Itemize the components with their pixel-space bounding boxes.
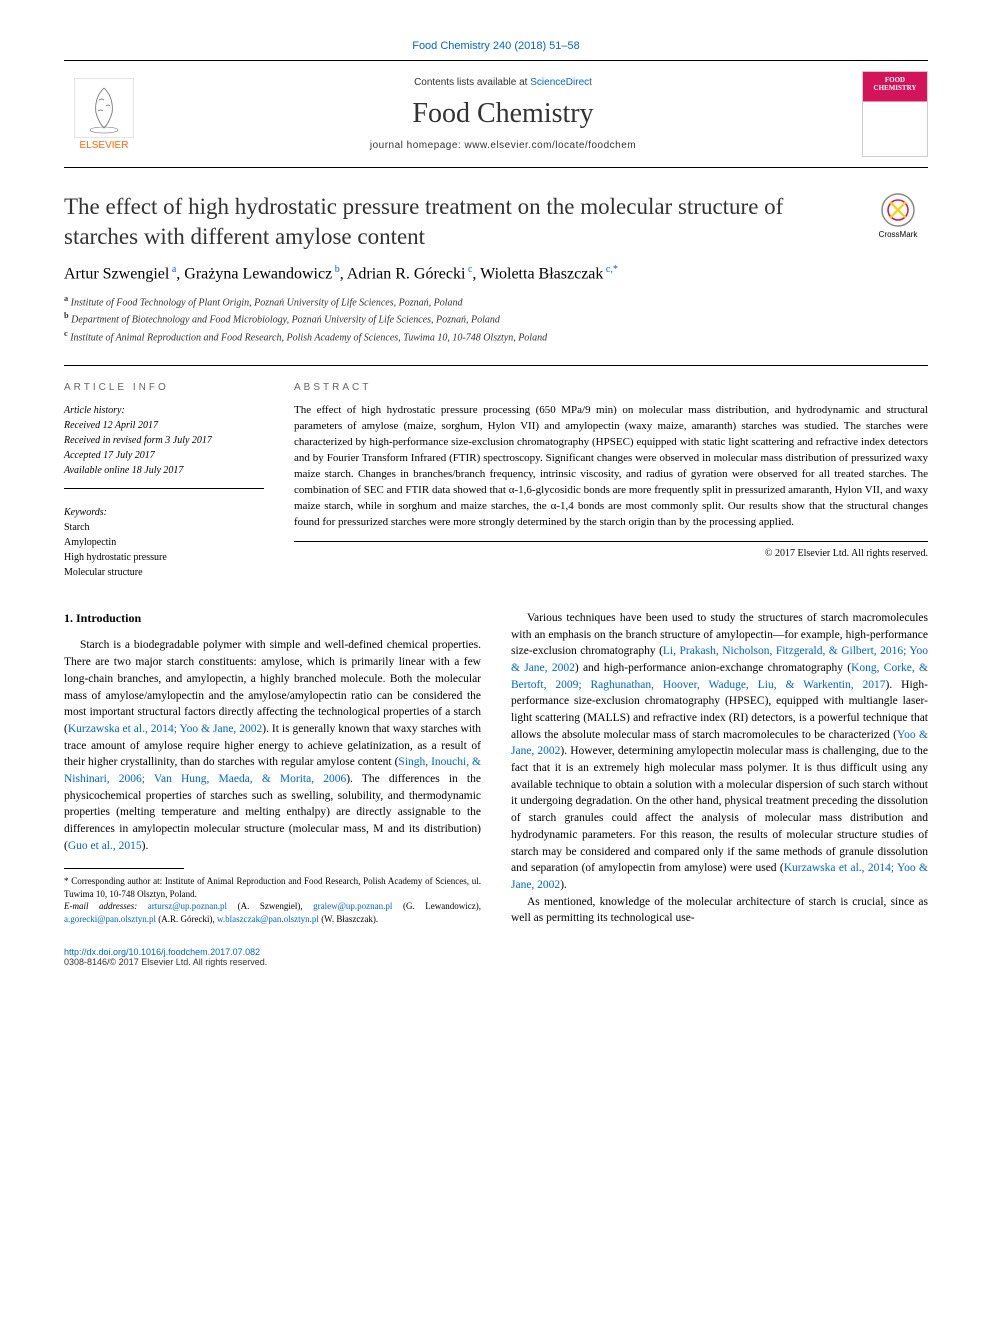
- abstract-text: The effect of high hydrostatic pressure …: [294, 403, 928, 542]
- abstract-label: ABSTRACT: [294, 382, 928, 393]
- affiliation-line: c Institute of Animal Reproduction and F…: [64, 328, 928, 345]
- email-addresses: E-mail addresses: artursz@up.poznan.pl (…: [64, 900, 481, 925]
- corresponding-author-note: * Corresponding author at: Institute of …: [64, 875, 481, 900]
- body-paragraph: As mentioned, knowledge of the molecular…: [511, 894, 928, 927]
- crossmark-badge[interactable]: CrossMark: [868, 192, 928, 239]
- keyword: Starch: [64, 520, 264, 535]
- homepage-prefix: journal homepage:: [370, 140, 465, 151]
- body-paragraph: Starch is a biodegradable polymer with s…: [64, 637, 481, 854]
- cover-label: FOOD CHEMISTRY: [863, 76, 927, 92]
- authors-line: Artur Szwengiel a, Grażyna Lewandowicz b…: [64, 264, 928, 283]
- journal-title: Food Chemistry: [160, 98, 846, 130]
- journal-cover-thumb: FOOD CHEMISTRY: [862, 71, 928, 157]
- history-line: Received in revised form 3 July 2017: [64, 433, 264, 448]
- intro-heading: 1. Introduction: [64, 610, 481, 627]
- abstract-copyright: © 2017 Elsevier Ltd. All rights reserved…: [294, 548, 928, 559]
- history-line: Received 12 April 2017: [64, 418, 264, 433]
- keywords-label: Keywords:: [64, 505, 264, 520]
- elsevier-tree-icon: [74, 78, 134, 138]
- contents-available-line: Contents lists available at ScienceDirec…: [160, 77, 846, 88]
- sciencedirect-link[interactable]: ScienceDirect: [530, 77, 592, 88]
- doi-link[interactable]: http://dx.doi.org/10.1016/j.foodchem.201…: [64, 947, 260, 957]
- header-center: Contents lists available at ScienceDirec…: [160, 77, 846, 151]
- journal-reference: Food Chemistry 240 (2018) 51–58: [64, 40, 928, 52]
- affiliations: a Institute of Food Technology of Plant …: [64, 293, 928, 345]
- email-label: E-mail addresses:: [64, 901, 148, 911]
- body-paragraph: Various techniques have been used to stu…: [511, 610, 928, 893]
- citation-link[interactable]: Guo et al., 2015: [68, 840, 142, 852]
- page-footer: http://dx.doi.org/10.1016/j.foodchem.201…: [64, 947, 928, 967]
- history-label: Article history:: [64, 403, 264, 418]
- journal-header: ELSEVIER Contents lists available at Sci…: [64, 60, 928, 168]
- article-info-label: ARTICLE INFO: [64, 382, 264, 393]
- keyword: High hydrostatic pressure: [64, 550, 264, 565]
- article-info-column: ARTICLE INFO Article history: Received 1…: [64, 382, 264, 580]
- affiliation-line: b Department of Biotechnology and Food M…: [64, 310, 928, 327]
- publisher-name: ELSEVIER: [80, 140, 129, 151]
- keyword: Molecular structure: [64, 565, 264, 580]
- article-title: The effect of high hydrostatic pressure …: [64, 192, 848, 252]
- footnotes: * Corresponding author at: Institute of …: [64, 875, 481, 925]
- homepage-url[interactable]: www.elsevier.com/locate/foodchem: [465, 140, 637, 151]
- footnote-separator: [64, 868, 184, 869]
- contents-prefix: Contents lists available at: [414, 77, 530, 88]
- crossmark-icon: [880, 192, 916, 228]
- body-text: 1. Introduction Starch is a biodegradabl…: [64, 610, 928, 927]
- history-line: Accepted 17 July 2017: [64, 448, 264, 463]
- elsevier-logo: ELSEVIER: [64, 74, 144, 154]
- article-history: Article history: Received 12 April 2017R…: [64, 403, 264, 489]
- keywords-block: Keywords: StarchAmylopectinHigh hydrosta…: [64, 505, 264, 580]
- citation-link[interactable]: Kurzawska et al., 2014; Yoo & Jane, 2002: [68, 723, 262, 735]
- history-line: Available online 18 July 2017: [64, 463, 264, 478]
- crossmark-label: CrossMark: [868, 230, 928, 239]
- homepage-line: journal homepage: www.elsevier.com/locat…: [160, 140, 846, 151]
- issn-copyright: 0308-8146/© 2017 Elsevier Ltd. All right…: [64, 957, 267, 967]
- keyword: Amylopectin: [64, 535, 264, 550]
- abstract-column: ABSTRACT The effect of high hydrostatic …: [294, 382, 928, 580]
- affiliation-line: a Institute of Food Technology of Plant …: [64, 293, 928, 310]
